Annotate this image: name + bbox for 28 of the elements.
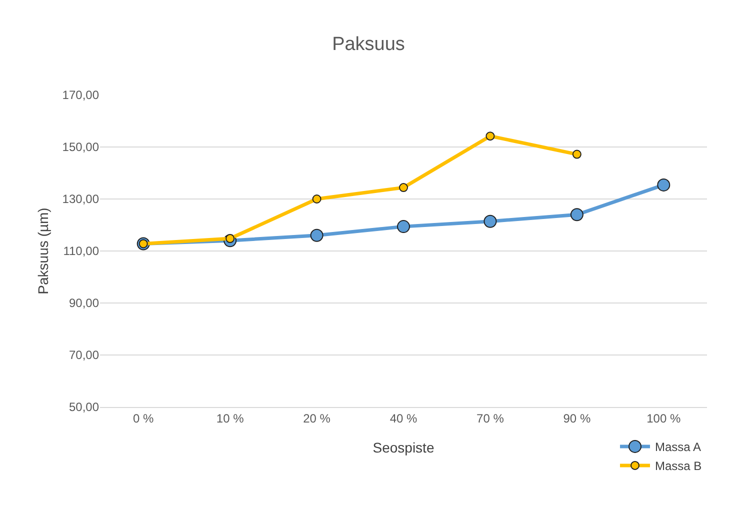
y-tick-label: 130,00 [62,192,100,206]
point [312,194,322,204]
chart-title: Paksuus [332,34,405,56]
legend-label: Massa A [655,440,702,454]
point [399,183,408,192]
point [570,208,584,222]
point [484,214,497,228]
x-tick-label: 0 % [133,411,154,426]
point [657,178,670,192]
y-tick-label: 150,00 [62,140,100,154]
x-tick-label: 40 % [390,411,418,426]
y-tick-label: 90,00 [68,296,100,310]
y-tick-label: 170,00 [62,88,100,102]
x-tick-label: 70 % [476,411,504,426]
x-axis-title: Seospiste [372,440,434,456]
point [397,220,410,234]
point [572,150,582,159]
x-tick-label: 20 % [303,411,331,426]
y-tick-label: 50,00 [68,400,100,414]
x-tick-label: 10 % [216,411,244,426]
point [486,132,495,141]
y-tick-label: 110,00 [63,244,100,258]
point [310,228,324,242]
x-tick-label: 100 % [646,411,681,426]
y-tick-label: 70,00 [68,348,100,362]
x-tick-label: 90 % [563,411,591,426]
legend-label: Massa B [655,459,702,474]
y-axis-title: Paksuus (µm) [34,208,51,294]
